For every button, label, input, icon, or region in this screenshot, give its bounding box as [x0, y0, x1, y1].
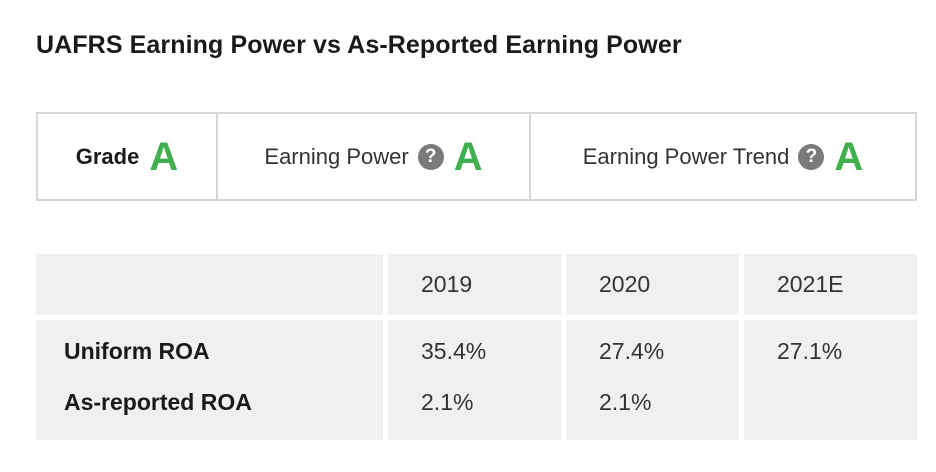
overall-grade-cell: Grade A: [38, 114, 218, 199]
earning-power-grade-value: A: [453, 134, 483, 179]
column-2019: 35.4% 2.1%: [388, 320, 561, 440]
uniform-roa-2019: 35.4%: [421, 338, 487, 364]
column-2020: 27.4% 2.1%: [566, 320, 739, 440]
column-2021e: 27.1%: [744, 320, 917, 440]
earning-power-grade-cell: Earning Power ? A: [218, 114, 531, 199]
row-labels-column: Uniform ROA As-reported ROA: [36, 320, 383, 440]
table-header-2021e: 2021E: [744, 254, 917, 315]
row-label-uniform-roa: Uniform ROA: [64, 338, 210, 364]
roa-table: 2019 2020 2021E Uniform ROA As-reported …: [36, 254, 917, 440]
table-header-2019: 2019: [388, 254, 561, 315]
question-circle-icon[interactable]: ?: [798, 143, 825, 170]
row-label-as-reported-roa: As-reported ROA: [64, 389, 252, 415]
grade-summary: Grade A Earning Power ? A Earning Power …: [36, 112, 917, 201]
as-reported-roa-2021e: [744, 389, 917, 440]
earning-power-label: Earning Power: [264, 143, 409, 169]
uniform-roa-2020: 27.4%: [599, 338, 665, 364]
as-reported-roa-2019: 2.1%: [421, 389, 474, 415]
table-header-blank: [36, 254, 383, 315]
as-reported-roa-2020: 2.1%: [599, 389, 652, 415]
earning-power-trend-grade-value: A: [834, 134, 864, 179]
overall-grade-value: A: [149, 134, 179, 179]
table-header-2020: 2020: [566, 254, 739, 315]
uniform-roa-2021e: 27.1%: [777, 338, 843, 364]
page-title: UAFRS Earning Power vs As-Reported Earni…: [36, 31, 682, 59]
earning-power-trend-grade-cell: Earning Power Trend ? A: [531, 114, 915, 199]
overall-grade-label: Grade: [75, 143, 140, 169]
earning-power-trend-label: Earning Power Trend: [582, 143, 790, 169]
question-circle-icon[interactable]: ?: [417, 143, 444, 170]
